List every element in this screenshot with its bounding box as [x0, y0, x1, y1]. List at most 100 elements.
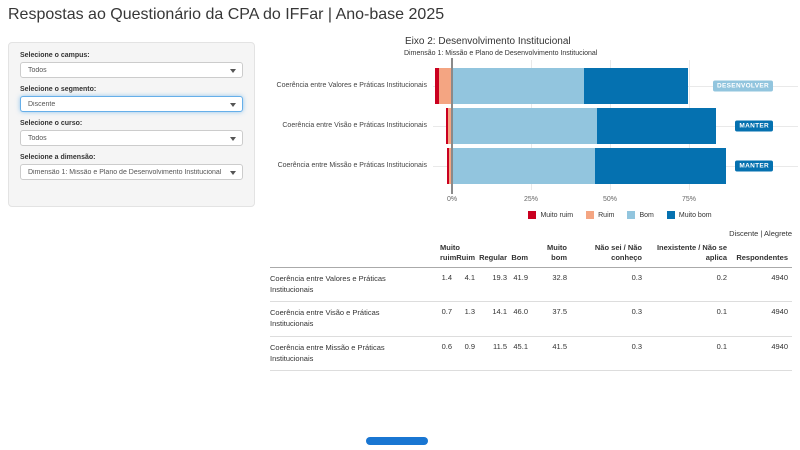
bar-segment-muito-ruim[interactable]: [447, 148, 450, 184]
legend-swatch-muito-bom: [666, 211, 675, 219]
cell-bom: 45.1: [511, 336, 532, 371]
cell-inexistente: 0.1: [646, 336, 731, 371]
cell-muito-bom: 32.8: [532, 267, 571, 302]
chart-title: Eixo 2: Desenvolvimento Institucional: [405, 36, 571, 47]
x-tick-25: 25%: [523, 196, 538, 203]
row-label: Coerência entre Visão e Práticas Institu…: [270, 301, 440, 337]
legend-item-muito-ruim[interactable]: Muito ruim: [528, 211, 573, 219]
legend-label: Muito bom: [678, 211, 712, 219]
column-header-muito-ruim: Muito ruim: [440, 241, 460, 268]
filter-group-dimensao: Selecione a dimensão: Dimensão 1: Missão…: [20, 154, 243, 180]
bar-segment-ruim[interactable]: [449, 148, 452, 184]
bar-segment-muito-bom[interactable]: [594, 148, 726, 184]
table-header-row: Muito ruim Ruim Regular Bom Muito bom Não …: [270, 241, 792, 268]
recommendation-badge: MANTER: [735, 160, 773, 172]
legend-item-ruim[interactable]: Ruim: [586, 211, 614, 219]
likert-chart: Eixo 2: Desenvolvimento Institucional Di…: [270, 36, 800, 236]
filter-panel: Selecione o campus: Todos Selecione o se…: [8, 42, 255, 207]
filter-group-curso: Selecione o curso: Todos: [20, 120, 243, 146]
legend-swatch-ruim: [586, 211, 595, 219]
curso-select-value: Todos: [28, 134, 47, 142]
bar-segment-ruim[interactable]: [447, 108, 452, 144]
campus-label: Selecione o campus:: [20, 52, 90, 59]
scrollbar-thumb[interactable]: [366, 437, 428, 445]
cell-nao-sei: 0.3: [571, 267, 646, 302]
dimensao-label: Selecione a dimensão:: [20, 154, 96, 161]
table-row[interactable]: Coerência entre Visão e Práticas Institu…: [270, 301, 792, 337]
recommendation-badge: MANTER: [735, 120, 773, 132]
cell-inexistente: 0.2: [646, 267, 731, 302]
campus-select[interactable]: Todos: [20, 62, 243, 78]
cell-respondentes: 4940: [731, 301, 792, 337]
bar-row-missao: Coerência entre Missão e Práticas Instit…: [270, 148, 800, 184]
bar-segment-muito-bom[interactable]: [584, 68, 689, 104]
context-label: Discente | Alegrete: [729, 229, 792, 238]
column-header-respondentes: Respondentes: [731, 241, 792, 268]
caret-down-icon: [230, 137, 236, 141]
bar-segment-muito-ruim[interactable]: [445, 108, 448, 144]
x-tick-50: 50%: [602, 196, 617, 203]
cell-respondentes: 4940: [731, 336, 792, 371]
cell-ruim: 0.9: [456, 336, 479, 371]
page-title: Respostas ao Questionário da CPA do IFFa…: [8, 6, 445, 23]
bar-row-valores: Coerência entre Valores e Práticas Insti…: [270, 68, 800, 104]
curso-label: Selecione o curso:: [20, 120, 83, 127]
cell-bom: 46.0: [511, 301, 532, 337]
column-header-nao-sei: Não sei / Não conheço: [571, 241, 646, 268]
curso-select[interactable]: Todos: [20, 130, 243, 146]
cell-nao-sei: 0.3: [571, 336, 646, 371]
zero-axis-line: [451, 58, 453, 194]
cell-inexistente: 0.1: [646, 301, 731, 337]
cell-respondentes: 4940: [731, 267, 792, 302]
bar-segment-bom[interactable]: [452, 148, 595, 184]
chart-subtitle: Dimensão 1: Missão e Plano de Desenvolvi…: [404, 50, 598, 57]
legend-label: Muito ruim: [540, 211, 574, 219]
bar-label: Coerência entre Missão e Práticas Instit…: [277, 161, 427, 169]
table-row[interactable]: Coerência entre Missão e Práticas Instit…: [270, 336, 792, 371]
legend-item-muito-bom[interactable]: Muito bom: [666, 211, 712, 219]
bar-segment-muito-ruim[interactable]: [434, 68, 440, 104]
legend-item-bom[interactable]: Bom: [627, 211, 654, 219]
row-label: Coerência entre Missão e Práticas Instit…: [270, 336, 440, 371]
cell-muito-ruim: 1.4: [440, 267, 456, 302]
column-header-inexistente: Inexistente / Não se aplica: [646, 241, 731, 268]
x-tick-0: 0%: [446, 196, 458, 203]
recommendation-badge: DESENVOLVER: [713, 80, 773, 92]
filter-group-segmento: Selecione o segmento: Discente: [20, 86, 243, 112]
results-table-container: Muito ruim Ruim Regular Bom Muito bom Não …: [270, 241, 792, 371]
chart-legend: Muito ruim Ruim Bom Muito bom: [450, 211, 790, 219]
bar-segment-bom[interactable]: [452, 68, 585, 104]
caret-down-icon: [230, 171, 236, 175]
table-row[interactable]: Coerência entre Valores e Práticas Insti…: [270, 267, 792, 302]
cell-regular: 11.5: [479, 336, 511, 371]
bar-label: Coerência entre Visão e Práticas Institu…: [282, 121, 427, 129]
cell-nao-sei: 0.3: [571, 301, 646, 337]
cell-bom: 41.9: [511, 267, 532, 302]
filter-group-campus: Selecione o campus: Todos: [20, 52, 243, 78]
column-header-regular: Regular: [479, 241, 511, 268]
cell-muito-bom: 41.5: [532, 336, 571, 371]
bar-segment-bom[interactable]: [452, 108, 598, 144]
segmento-label: Selecione o segmento:: [20, 86, 97, 93]
x-tick-75: 75%: [681, 196, 696, 203]
cell-muito-bom: 37.5: [532, 301, 571, 337]
cell-muito-ruim: 0.6: [440, 336, 456, 371]
bar-segment-muito-bom[interactable]: [597, 108, 716, 144]
segmento-select-value: Discente: [28, 100, 56, 108]
bar-row-visao: Coerência entre Visão e Práticas Institu…: [270, 108, 800, 144]
cell-ruim: 4.1: [456, 267, 479, 302]
campus-select-value: Todos: [28, 66, 47, 74]
cell-regular: 19.3: [479, 267, 511, 302]
column-header-ruim: Ruim: [456, 241, 479, 268]
caret-down-icon: [230, 69, 236, 73]
column-header-item: [270, 241, 440, 268]
bar-segment-ruim[interactable]: [439, 68, 452, 104]
cell-muito-ruim: 0.7: [440, 301, 456, 337]
caret-down-icon: [230, 103, 236, 107]
cell-ruim: 1.3: [456, 301, 479, 337]
legend-label: Ruim: [598, 211, 615, 219]
column-header-bom: Bom: [511, 241, 532, 268]
dimensao-select[interactable]: Dimensão 1: Missão e Plano de Desenvolvi…: [20, 164, 243, 180]
segmento-select[interactable]: Discente: [20, 96, 243, 112]
